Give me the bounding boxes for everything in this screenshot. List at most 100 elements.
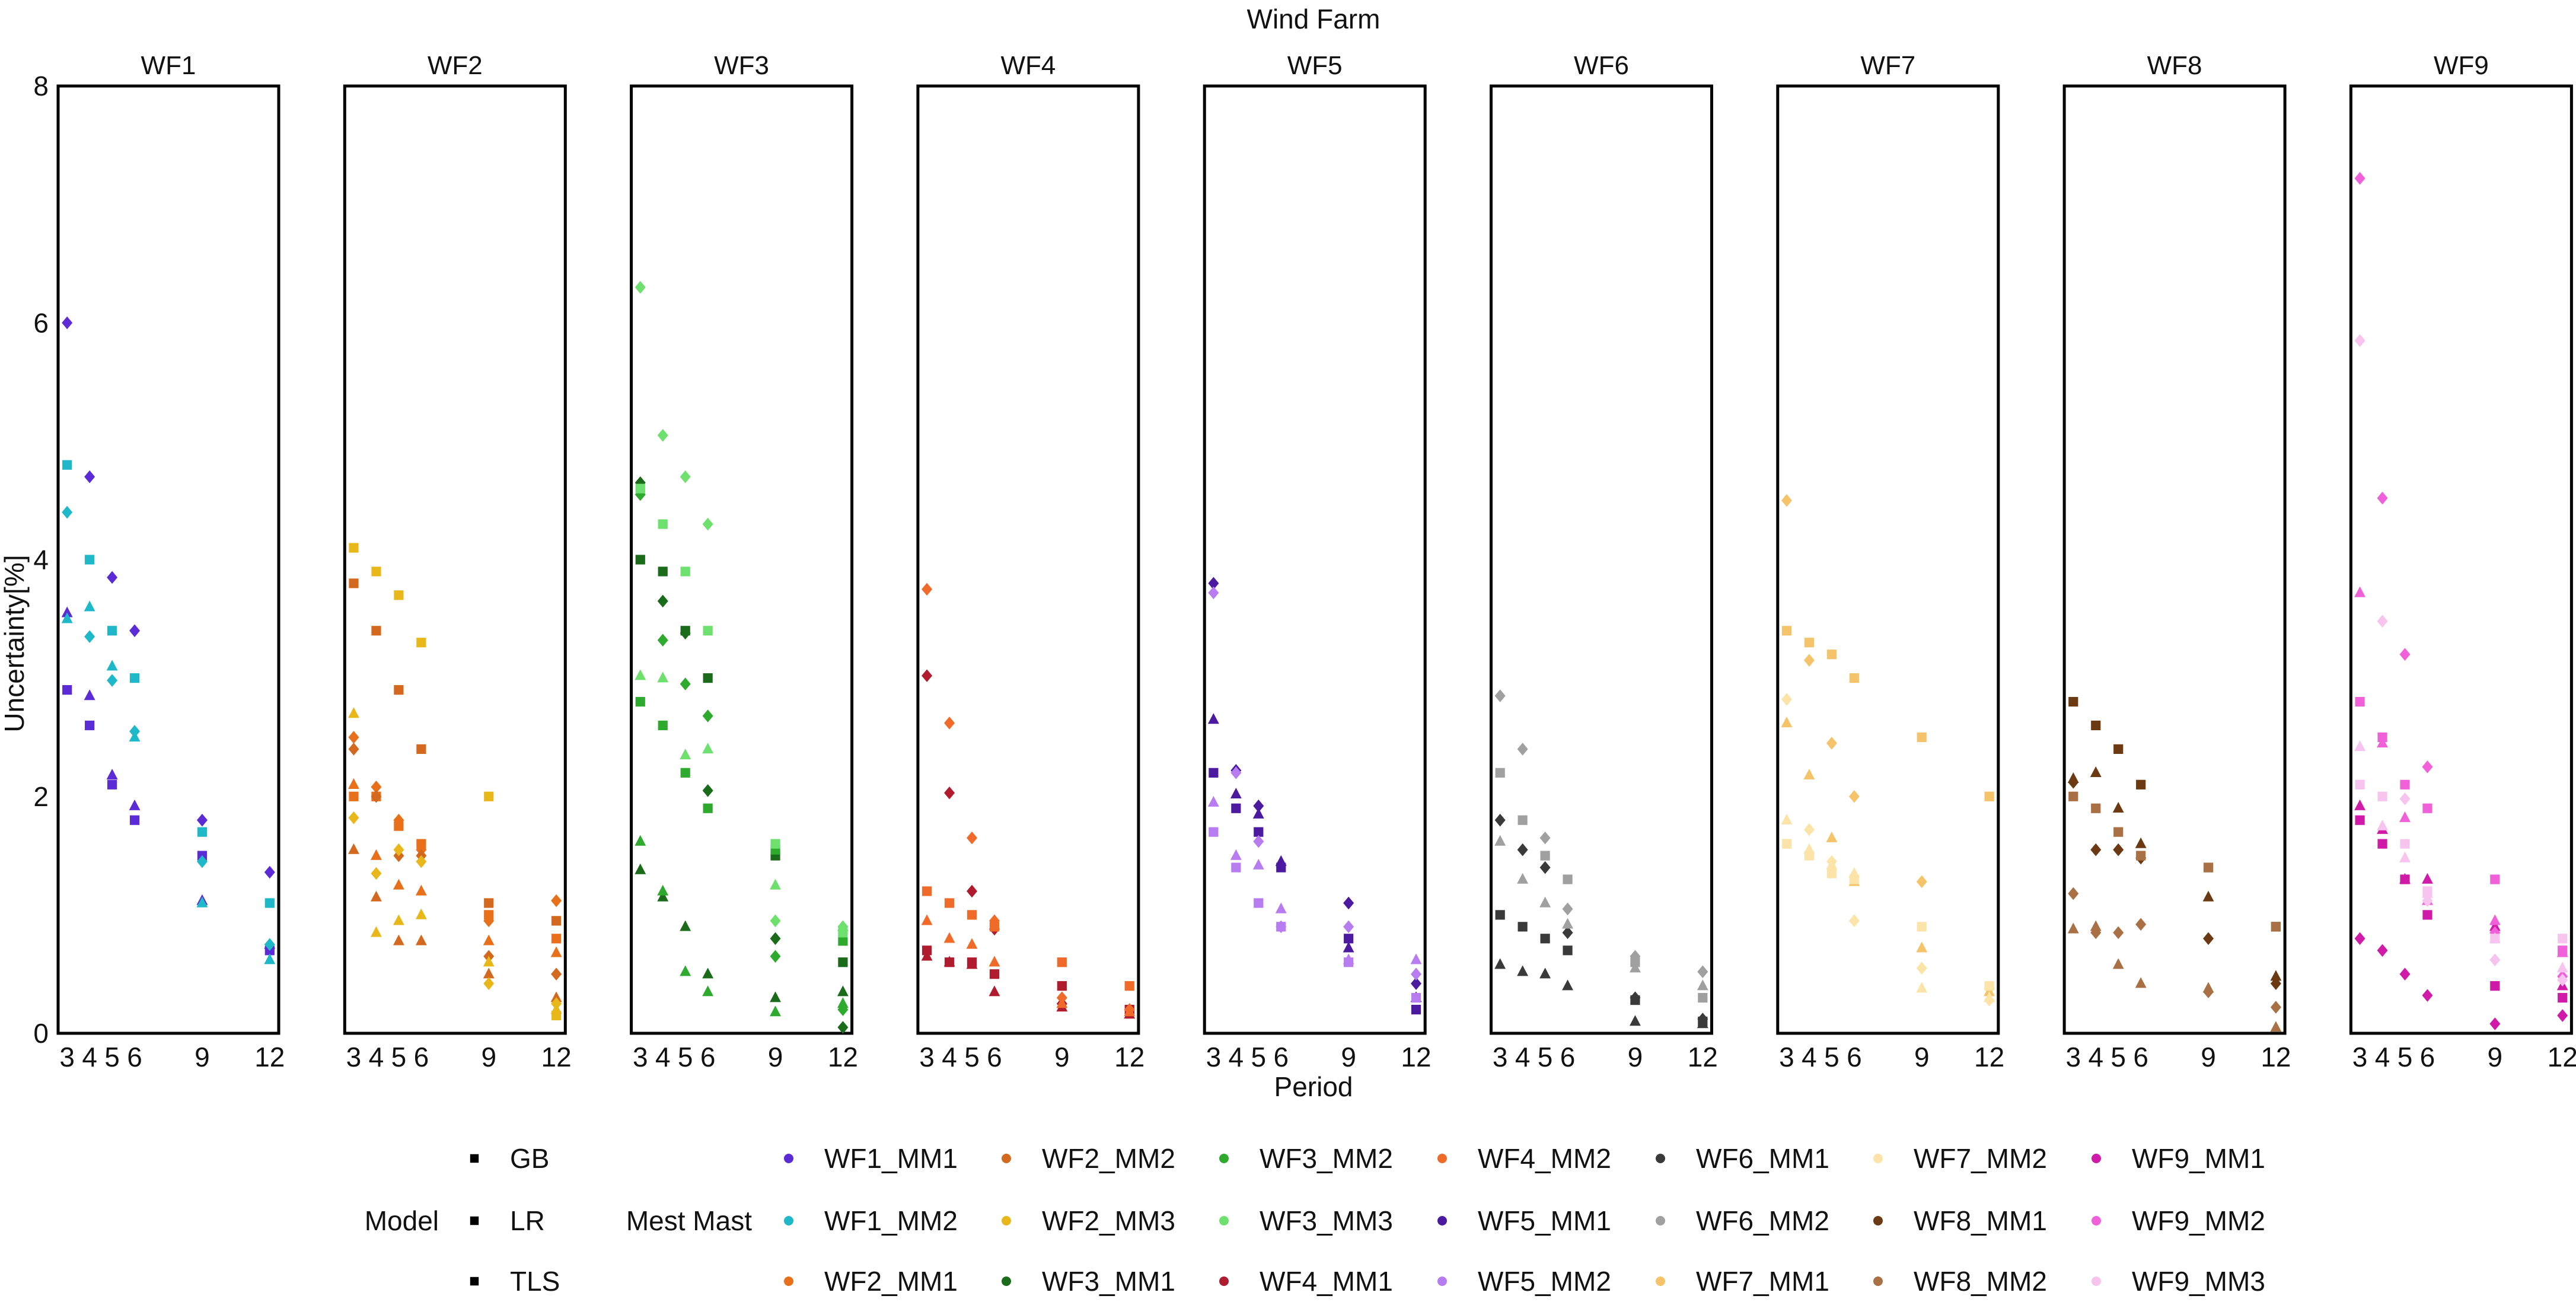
- data-point: [2377, 615, 2388, 628]
- legend-swatch-wf7_mm2: [1873, 1154, 1883, 1163]
- x-tick-label: 4: [655, 1042, 671, 1072]
- panel-title: WF9: [2434, 51, 2489, 80]
- data-point: [2377, 839, 2387, 849]
- legend-swatch-wf4_mm2: [1437, 1154, 1447, 1163]
- legend-swatch-wf5_mm2: [1437, 1276, 1447, 1286]
- data-point: [1826, 858, 1838, 870]
- data-point: [2377, 791, 2387, 801]
- x-tick-label: 6: [2420, 1042, 2435, 1072]
- data-point: [658, 566, 668, 577]
- panel-title: WF6: [1574, 51, 1629, 80]
- data-point: [2399, 967, 2411, 981]
- y-tick-label: 8: [33, 71, 49, 101]
- data-point: [770, 914, 781, 928]
- data-point: [394, 590, 404, 600]
- x-tick-label: 5: [391, 1042, 407, 1072]
- legend-swatch-wf3_mm1: [1002, 1276, 1011, 1286]
- data-point: [702, 967, 714, 979]
- data-point: [2557, 1009, 2568, 1022]
- data-point: [2354, 740, 2366, 752]
- data-point: [2399, 648, 2411, 661]
- data-point: [62, 505, 73, 519]
- legend-marker-gb: [470, 1154, 479, 1163]
- data-point: [85, 720, 95, 731]
- panel-wf3: WF3 3 4 5 6 9 12: [630, 51, 858, 1072]
- data-point: [703, 803, 713, 813]
- data-point: [838, 957, 848, 967]
- data-point: [2400, 779, 2410, 790]
- x-tick-label: 6: [127, 1042, 142, 1072]
- data-point: [2422, 760, 2433, 773]
- data-point: [2377, 819, 2388, 830]
- data-point: [922, 946, 932, 956]
- panel-frame: [56, 84, 280, 1035]
- data-point: [1826, 831, 1838, 842]
- data-point: [415, 884, 427, 896]
- data-point: [2113, 827, 2124, 837]
- data-point: [1344, 957, 1354, 967]
- data-point: [551, 916, 562, 926]
- x-tick-label: 4: [2375, 1042, 2390, 1072]
- legend-label-lr: LR: [510, 1205, 545, 1236]
- data-point: [922, 669, 933, 682]
- data-point: [2270, 1021, 2282, 1032]
- data-point: [2068, 791, 2078, 801]
- data-point: [1517, 843, 1528, 857]
- x-tick-label: 12: [1114, 1042, 1144, 1072]
- data-point: [1849, 874, 1859, 884]
- data-point: [680, 965, 691, 976]
- legend-swatch-wf3_mm3: [1219, 1216, 1229, 1225]
- x-tick-label: 5: [2398, 1042, 2413, 1072]
- x-tick-label: 12: [1688, 1042, 1718, 1072]
- data-point: [838, 928, 848, 938]
- data-point: [770, 1005, 781, 1017]
- data-point: [2135, 977, 2147, 988]
- data-point: [1562, 918, 1574, 929]
- data-point: [1781, 494, 1792, 507]
- data-point: [1804, 638, 1815, 648]
- legend-label-wf2_mm3: WF2_MM3: [1042, 1205, 1175, 1236]
- data-point: [106, 769, 118, 780]
- data-point: [1253, 799, 1264, 813]
- data-point: [702, 743, 714, 754]
- data-point: [1803, 654, 1815, 667]
- data-point: [1781, 717, 1793, 728]
- data-point: [2113, 744, 2124, 754]
- legend-label-wf8_mm1: WF8_MM1: [1914, 1205, 2047, 1236]
- data-point: [1276, 922, 1286, 932]
- data-point: [348, 743, 359, 756]
- data-point: [84, 600, 95, 612]
- data-point: [967, 957, 977, 967]
- data-point: [371, 566, 381, 577]
- x-tick-label: 3: [633, 1042, 648, 1072]
- data-point: [1629, 1015, 1641, 1026]
- data-point: [1781, 813, 1793, 825]
- x-tick-label: 9: [481, 1042, 496, 1072]
- legend-label-wf9_mm2: WF9_MM2: [2132, 1205, 2265, 1236]
- data-point: [84, 630, 95, 644]
- data-point: [837, 1021, 849, 1034]
- data-point: [264, 865, 275, 879]
- data-point: [2112, 801, 2124, 813]
- data-point: [2490, 934, 2500, 944]
- data-point: [371, 780, 382, 794]
- data-point: [2489, 914, 2501, 925]
- data-point: [1698, 993, 1708, 1003]
- data-point: [2202, 982, 2214, 993]
- data-point: [837, 985, 849, 997]
- x-tick-label: 9: [1054, 1042, 1070, 1072]
- data-point: [770, 878, 781, 890]
- data-point: [551, 1010, 562, 1021]
- data-point: [2090, 843, 2102, 857]
- data-point: [2399, 811, 2411, 822]
- data-point: [2203, 932, 2214, 946]
- data-point: [1804, 851, 1815, 861]
- data-point: [264, 898, 275, 908]
- legend-label-wf2_mm2: WF2_MM2: [1042, 1143, 1175, 1174]
- data-point: [394, 685, 404, 695]
- data-point: [1411, 977, 1422, 990]
- data-point: [371, 790, 382, 803]
- data-point: [1781, 693, 1792, 706]
- x-tick-label: 5: [678, 1042, 693, 1072]
- data-point: [349, 543, 359, 553]
